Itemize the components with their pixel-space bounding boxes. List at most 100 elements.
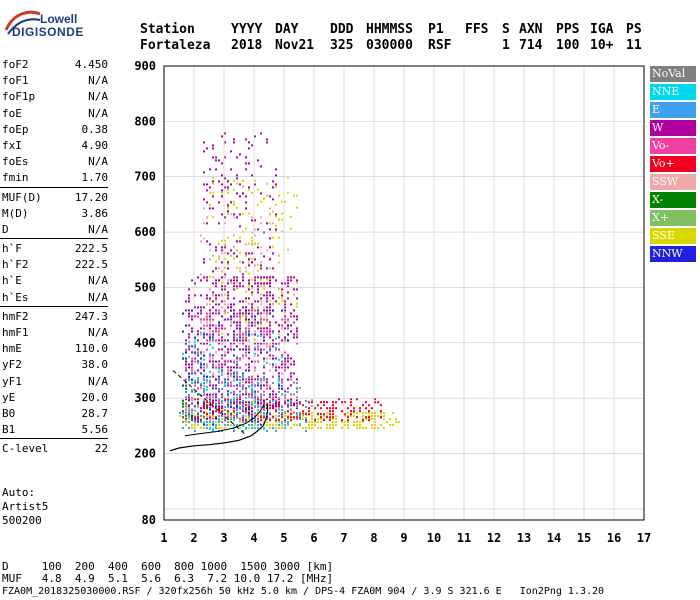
- echo-point: [260, 192, 262, 195]
- echo-point: [212, 300, 214, 303]
- echo-point: [260, 278, 262, 281]
- echo-point: [296, 342, 298, 345]
- echo-point: [215, 424, 217, 427]
- echo-point: [197, 412, 199, 414]
- echo-point: [260, 388, 262, 390]
- echo-point: [242, 388, 244, 390]
- echo-point: [278, 296, 280, 299]
- echo-point: [293, 418, 295, 420]
- param-row: foF1 N/A: [0, 72, 110, 88]
- echo-point: [209, 207, 211, 210]
- echo-point: [254, 321, 256, 324]
- echo-point: [218, 388, 220, 390]
- echo-point: [194, 336, 196, 339]
- echo-point: [239, 376, 241, 378]
- echo-point: [245, 195, 247, 198]
- echo-point: [251, 144, 253, 147]
- echo-point: [224, 406, 226, 408]
- echo-point: [257, 306, 259, 309]
- echo-point: [248, 418, 250, 420]
- param-row: hmF1 N/A: [0, 324, 110, 340]
- echo-point: [200, 361, 202, 364]
- echo-point: [371, 424, 373, 426]
- echo-point: [215, 267, 217, 270]
- echo-point: [191, 345, 193, 348]
- echo-point: [200, 357, 202, 360]
- echo-point: [203, 342, 205, 345]
- echo-point: [269, 276, 271, 279]
- echo-point: [233, 200, 235, 203]
- echo-point: [221, 393, 223, 396]
- echo-point: [206, 385, 208, 388]
- echo-point: [287, 282, 289, 285]
- echo-point: [290, 378, 292, 381]
- echo-point: [191, 357, 193, 360]
- echo-point: [311, 401, 313, 404]
- echo-point: [254, 282, 256, 285]
- echo-point: [242, 403, 244, 405]
- echo-point: [188, 409, 190, 412]
- echo-point: [248, 212, 250, 215]
- echo-point: [254, 390, 256, 393]
- echo-point: [272, 342, 274, 345]
- echo-point: [392, 412, 394, 414]
- echo-point: [278, 404, 280, 407]
- echo-point: [275, 168, 277, 171]
- echo-point: [218, 367, 220, 370]
- echo-point: [236, 357, 238, 360]
- echo-point: [236, 324, 238, 327]
- echo-point: [236, 287, 238, 290]
- echo-point: [209, 315, 211, 318]
- echo-point: [260, 384, 262, 387]
- echo-point: [296, 388, 298, 390]
- chart-grid: [163, 65, 645, 520]
- echo-point: [251, 407, 253, 410]
- echo-point: [209, 427, 211, 430]
- echo-point: [203, 417, 205, 420]
- echo-point: [233, 424, 235, 426]
- echo-point: [374, 424, 376, 426]
- echo-point: [203, 276, 205, 279]
- echo-point: [206, 315, 208, 318]
- echo-point: [275, 427, 277, 429]
- echo-point: [233, 276, 235, 279]
- echo-point: [233, 397, 235, 400]
- echo-point: [266, 276, 268, 279]
- param-row: foEs N/A: [0, 153, 110, 169]
- echo-point: [227, 384, 229, 387]
- echo-point: [242, 400, 244, 402]
- echo-point: [233, 390, 235, 393]
- echo-point: [221, 370, 223, 373]
- echo-point: [299, 403, 301, 405]
- echo-point: [284, 300, 286, 303]
- echo-point: [236, 366, 238, 369]
- echo-point: [191, 390, 193, 393]
- echo-point: [188, 294, 190, 297]
- echo-point: [233, 213, 235, 216]
- echo-point: [200, 382, 202, 385]
- echo-point: [218, 415, 220, 417]
- echo-point: [218, 397, 220, 400]
- echo-point: [251, 378, 253, 381]
- echo-point: [185, 367, 187, 370]
- echo-point: [251, 410, 253, 413]
- echo-point: [281, 309, 283, 312]
- echo-point: [206, 294, 208, 297]
- echo-point: [245, 369, 247, 372]
- echo-point: [236, 424, 238, 426]
- echo-point: [260, 312, 262, 315]
- echo-point: [251, 417, 253, 420]
- echo-point: [209, 203, 211, 206]
- param-value: N/A: [88, 90, 108, 104]
- echo-point: [206, 404, 208, 407]
- echo-point: [269, 237, 271, 240]
- echo-point: [263, 306, 265, 309]
- echo-point: [251, 315, 253, 318]
- scaled-parameters-panel: foF2 4.450 foF1 N/A foF1p N/A foE N/A foEp 0.38 fx…: [0, 56, 110, 457]
- echo-point: [242, 336, 244, 339]
- echo-point: [197, 339, 199, 342]
- echo-point: [218, 411, 220, 414]
- echo-point: [200, 273, 202, 276]
- echo-point: [374, 418, 376, 420]
